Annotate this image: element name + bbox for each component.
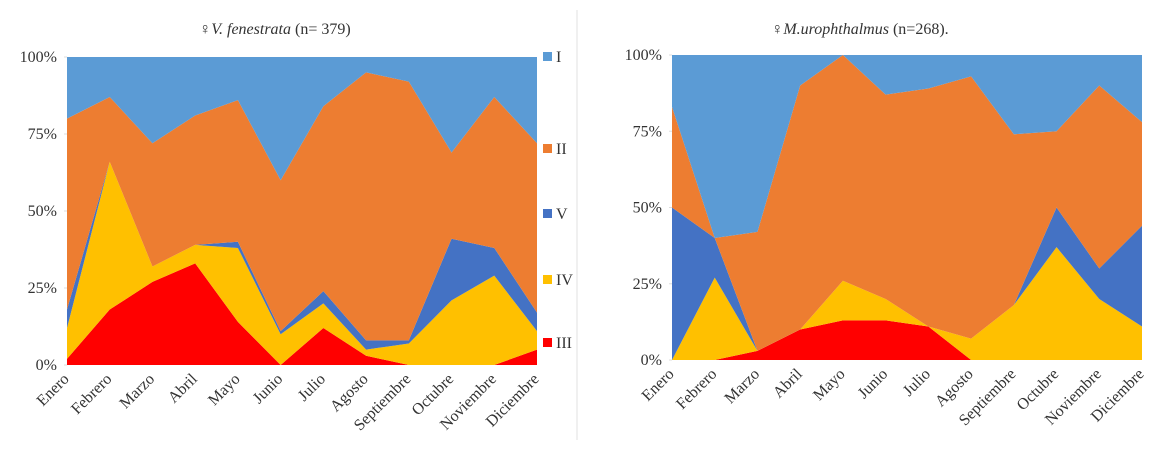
legend-label: IV (556, 272, 573, 289)
title-part: ♀ (771, 21, 783, 38)
x-tick-label: Julio (295, 371, 329, 405)
legend-swatch (543, 275, 552, 284)
x-tick-label: Junio (855, 366, 892, 403)
x-tick-label: Febrero (68, 371, 115, 418)
y-tick-label: 50% (28, 203, 57, 220)
legend-swatch (543, 209, 552, 218)
x-tick-label: Abril (165, 370, 201, 406)
area (67, 161, 537, 350)
legend-swatch (543, 52, 552, 61)
title-part: (n= 379) (295, 21, 351, 38)
x-tick-label: Julio (900, 366, 934, 400)
y-tick-label: 0% (641, 352, 662, 369)
legend-label: II (556, 141, 567, 158)
legend-label: III (556, 335, 572, 352)
y-tick-label: 100% (20, 49, 57, 66)
area (67, 57, 537, 181)
y-tick-label: 100% (625, 47, 662, 64)
legend-label: I (556, 49, 561, 66)
x-tick-label: Marzo (117, 371, 159, 413)
chart-title: ♀M.urophthalmus (n=268). (771, 21, 948, 38)
x-tick-label: Junio (250, 371, 287, 408)
legend-label: V (556, 206, 568, 223)
x-tick-label: Febrero (673, 366, 720, 413)
area (67, 263, 537, 365)
x-tick-label: Enero (639, 366, 678, 405)
title-part: V. fenestrata (211, 21, 291, 38)
y-tick-label: 25% (28, 280, 57, 297)
area (672, 247, 1142, 360)
title-part: ♀ (199, 21, 211, 38)
y-tick-label: 0% (36, 357, 57, 374)
x-tick-label: Enero (34, 371, 73, 410)
y-tick-label: 25% (633, 276, 662, 293)
y-tick-label: 50% (633, 200, 662, 217)
x-tick-label: Mayo (205, 371, 243, 409)
x-tick-label: Abril (770, 365, 806, 401)
area (67, 72, 537, 341)
y-tick-label: 75% (633, 123, 662, 140)
area (672, 320, 1142, 360)
title-part: M.urophthalmus (782, 21, 889, 38)
area (67, 161, 537, 365)
x-tick-label: Marzo (722, 366, 764, 408)
title-part: (n=268). (893, 21, 949, 38)
x-tick-label: Mayo (810, 366, 848, 404)
chart-title: ♀V. fenestrata (n= 379) (199, 21, 350, 38)
y-tick-label: 75% (28, 126, 57, 143)
area (672, 55, 1142, 238)
legend-swatch (543, 144, 552, 153)
legend-swatch (543, 338, 552, 347)
area (672, 55, 1142, 351)
